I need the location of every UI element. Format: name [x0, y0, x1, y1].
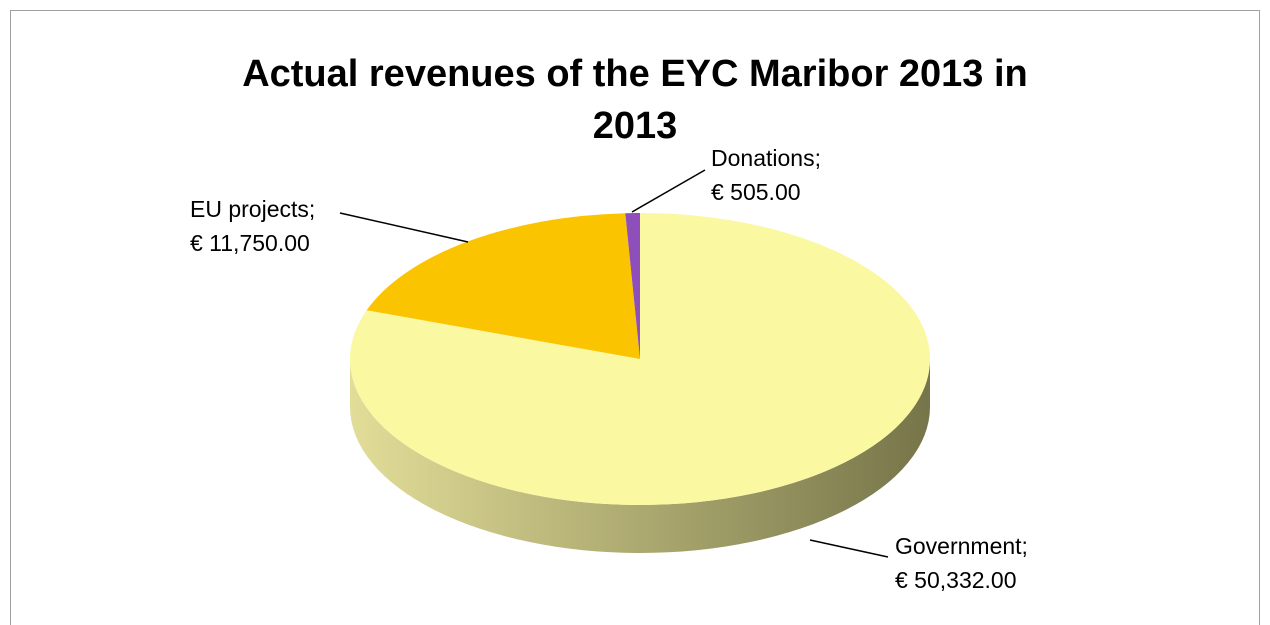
chart-title: Actual revenues of the EYC Maribor 2013 … [242, 53, 1028, 147]
slice [625, 213, 640, 359]
data-label-value: € 11,750.00 [190, 230, 310, 256]
leader-line [339, 212, 469, 243]
slice-side [350, 359, 930, 553]
data-label-value: € 50,332.00 [895, 567, 1017, 593]
slice [350, 213, 931, 506]
slice [366, 213, 640, 359]
data-label-value: € 505.00 [711, 179, 801, 205]
leader-line [631, 169, 706, 213]
data-label-name: Government; [895, 533, 1028, 559]
data-label-name: Donations; [711, 145, 821, 171]
leader-line [809, 539, 889, 558]
chart-frame [10, 10, 1260, 625]
data-label-name: EU projects; [190, 196, 315, 222]
